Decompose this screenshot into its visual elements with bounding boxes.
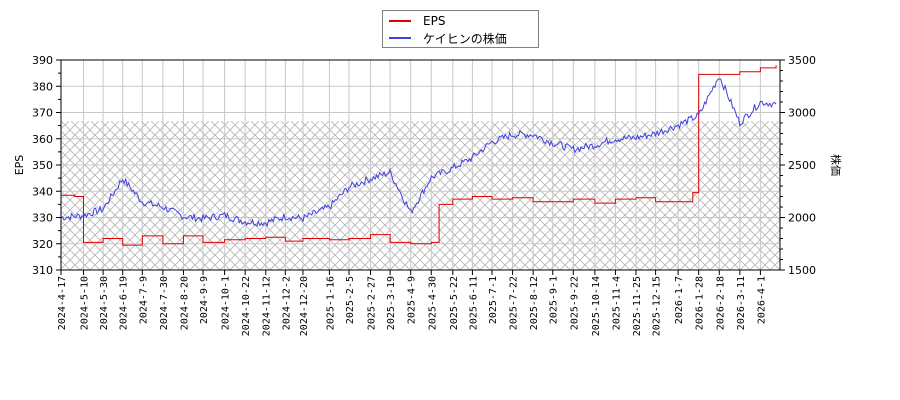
right-axis-label: 株価	[829, 154, 843, 176]
x-tick-label: 2024-12-2	[281, 276, 292, 330]
legend-label-eps: EPS	[423, 14, 446, 28]
x-tick-label: 2025-11-4	[611, 276, 622, 330]
x-tick-label: 2025-10-14	[591, 276, 602, 336]
x-tick-label: 2025-4-30	[427, 276, 438, 330]
x-tick-label: 2024-9-9	[199, 276, 210, 324]
x-tick-label: 2024-11-12	[262, 276, 273, 336]
x-tick-label: 2024-5-30	[99, 276, 110, 330]
x-tick-label: 2026-3-11	[736, 276, 747, 330]
x-tick-label: 2026-1-7	[674, 276, 685, 324]
price-line-swatch	[389, 37, 411, 39]
x-tick-label: 2025-11-25	[632, 276, 643, 336]
x-tick-label: 2024-4-17	[57, 276, 68, 330]
right-tick-label: 1500	[788, 264, 816, 277]
x-tick-label: 2025-12-15	[652, 276, 663, 336]
x-tick-label: 2024-7-30	[159, 276, 170, 330]
price-line	[60, 78, 777, 228]
left-tick-label: 380	[32, 80, 53, 93]
x-tick-label: 2025-9-22	[569, 276, 580, 330]
x-tick-label: 2024-10-22	[241, 276, 252, 336]
right-tick-label: 2000	[788, 212, 816, 225]
left-tick-label: 360	[32, 133, 53, 146]
x-tick-label: 2024-12-20	[299, 276, 310, 336]
left-axis-label: EPS	[13, 155, 26, 176]
x-tick-label: 2025-7-22	[509, 276, 520, 330]
x-tick-label: 2026-2-18	[715, 276, 726, 330]
x-tick-label: 2026-1-28	[695, 276, 706, 330]
legend-item-price: ケイヒンの株価	[389, 30, 507, 46]
right-tick-label: 3000	[788, 107, 816, 120]
x-tick-label: 2025-7-1	[488, 276, 499, 324]
left-tick-label: 330	[32, 212, 53, 225]
x-tick-label: 2024-5-10	[80, 276, 91, 330]
left-tick-label: 310	[32, 264, 53, 277]
left-tick-label: 340	[32, 185, 53, 198]
legend: EPS ケイヒンの株価	[382, 10, 539, 48]
left-tick-label: 370	[32, 107, 53, 120]
axis-ticks: 390 380 370 360 350 340 330 320 310 3500 3000 2500 2…	[32, 54, 816, 336]
x-tick-label: 2024-7-9	[138, 276, 149, 324]
eps-line-swatch	[389, 20, 411, 22]
x-tick-label: 2025-3-19	[386, 276, 397, 330]
x-tick-label: 2025-4-9	[407, 276, 418, 324]
legend-label-price: ケイヒンの株価	[423, 31, 507, 46]
legend-item-eps: EPS	[389, 13, 445, 29]
x-tick-label: 2025-9-1	[549, 276, 560, 324]
eps-line	[61, 65, 777, 246]
x-tick-label: 2025-2-27	[367, 276, 378, 330]
x-tick-label: 2024-10-1	[221, 276, 232, 330]
x-tick-label: 2024-8-20	[179, 276, 190, 330]
x-tick-label: 2025-1-16	[325, 276, 336, 330]
left-tick-label: 350	[32, 159, 53, 172]
x-tick-label: 2025-2-5	[345, 276, 356, 324]
x-tick-label: 2025-8-12	[529, 276, 540, 330]
x-tick-label: 2025-5-22	[449, 276, 460, 330]
series-layer	[60, 65, 777, 246]
left-tick-label: 390	[32, 54, 53, 67]
right-tick-label: 3500	[788, 54, 816, 67]
right-tick-label: 2500	[788, 159, 816, 172]
x-tick-label: 2024-6-19	[119, 276, 130, 330]
x-tick-label: 2026-4-1	[756, 276, 767, 324]
x-tick-label: 2025-6-11	[468, 276, 479, 330]
left-tick-label: 320	[32, 238, 53, 251]
